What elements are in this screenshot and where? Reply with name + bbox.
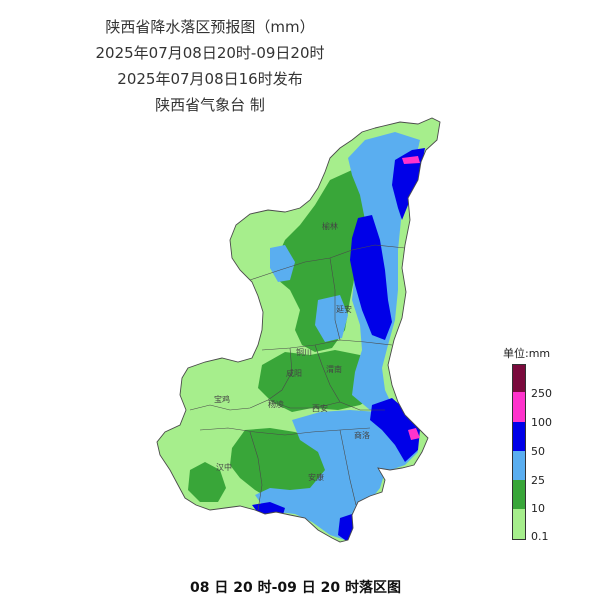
legend-label: 250 (531, 387, 552, 400)
rain-zone-green-west (188, 462, 226, 502)
legend-label: 50 (531, 445, 545, 458)
map-title: 陕西省降水落区预报图（mm） (105, 18, 315, 36)
legend-label: 0.1 (531, 530, 549, 543)
city-label: 铜川 (296, 347, 312, 357)
rain-zone-green-north (275, 170, 382, 352)
legend-swatch-100-250 (513, 392, 525, 422)
city-label: 榆林 (322, 221, 338, 231)
valid-period: 2025年07月08日20时-09日20时 (95, 44, 325, 62)
rain-zone-blue-east (350, 215, 392, 340)
legend-swatch-25-50 (513, 451, 525, 480)
city-label: 宝鸡 (214, 394, 230, 404)
legend-swatch-250-plus (513, 365, 525, 392)
legend-swatch-10-25 (513, 480, 525, 509)
city-label: 延安 (336, 304, 352, 314)
map-caption: 08 日 20 时-09 日 20 时落区图 (190, 580, 401, 596)
legend-label: 25 (531, 474, 545, 487)
city-label: 商洛 (354, 430, 370, 440)
city-label: 杨凌 (268, 399, 284, 409)
legend-label: 10 (531, 502, 545, 515)
city-label: 咸阳 (286, 368, 302, 378)
rain-zone-blue-northeast (392, 148, 425, 220)
issue-time: 2025年07月08日16时发布 (117, 70, 303, 88)
city-label: 西安 (312, 403, 328, 413)
map-title-block: 陕西省降水落区预报图（mm） 2025年07月08日20时-09日20时 202… (0, 10, 420, 118)
legend-swatch-0-10 (513, 509, 525, 539)
prefecture-boundaries (189, 244, 406, 511)
legend-label: 100 (531, 416, 552, 429)
rain-zone-light-blue-mid (270, 245, 295, 282)
legend-color-bar (512, 364, 526, 540)
city-label: 渭南 (326, 364, 342, 374)
rain-zone-light-blue-south (255, 410, 418, 540)
issuer: 陕西省气象台 制 (155, 96, 265, 114)
rain-zone-light-blue-center (315, 295, 348, 342)
rain-zone-magenta-north (402, 156, 420, 164)
legend-swatch-50-100 (513, 422, 525, 451)
city-label: 汉中 (216, 462, 232, 472)
city-label: 安康 (308, 472, 324, 482)
rain-zone-magenta-southeast (408, 428, 420, 440)
rain-zone-green-central (258, 350, 380, 412)
legend-title: 单位:mm (503, 347, 551, 360)
